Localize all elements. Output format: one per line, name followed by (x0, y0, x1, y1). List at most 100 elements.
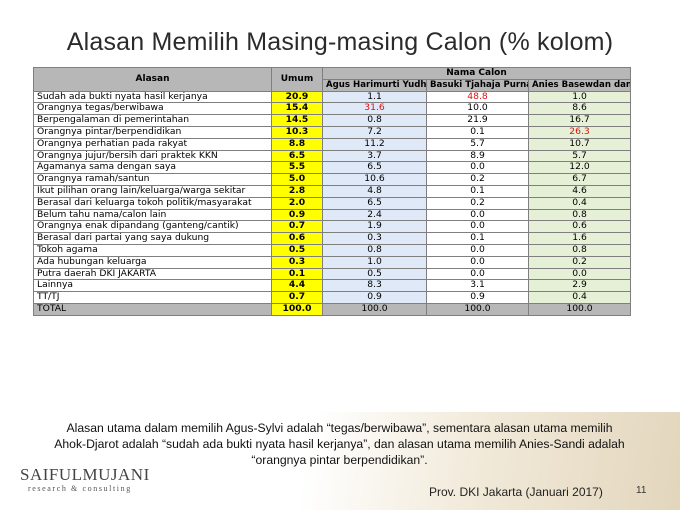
row-umum-value: 14.5 (271, 114, 323, 127)
header-candidate-agus-sylvi: Agus Harimurti Yudhoyono dan Sylviana Mu… (322, 78, 427, 92)
row-ahok-djarot-value: 8.9 (426, 149, 529, 163)
row-umum-value: 15.4 (271, 102, 323, 116)
table-row: Agamanya sama dengan saya 5.5 6.5 0.0 12.0 (33, 161, 631, 175)
row-ahok-djarot-value: 0.0 (426, 243, 529, 257)
row-umum-value: 100.0 (271, 302, 323, 316)
row-agus-sylvi-value: 0.9 (322, 291, 427, 304)
row-ahok-djarot-value: 0.2 (426, 173, 529, 186)
row-agus-sylvi-value: 6.5 (322, 161, 427, 175)
table-body: Sudah ada bukti nyata hasil kerjanya 20.9… (33, 90, 631, 316)
page-number: 11 (636, 485, 647, 496)
page-title: Alasan Memilih Masing-masing Calon (% ko… (66, 28, 614, 56)
row-reason: Orangnya ramah/santun (33, 173, 272, 186)
row-agus-sylvi-value: 0.8 (322, 114, 427, 127)
row-umum-value: 0.6 (271, 232, 323, 245)
table-row: Berasal dari partai yang saya dukung 0.6 0… (33, 232, 631, 245)
row-ahok-djarot-value: 48.8 (426, 90, 529, 104)
row-reason: TT/TJ (33, 291, 272, 304)
table-row: Tokoh agama 0.5 0.8 0.0 0.8 (33, 243, 631, 257)
table-row: Orangnya tegas/berwibawa 15.4 31.6 10.0 8.6 (33, 102, 631, 116)
row-anies-sandi-value: 0.6 (528, 220, 631, 234)
row-ahok-djarot-value: 3.1 (426, 279, 529, 293)
table-row: Orangnya perhatian pada rakyat 8.8 11.2 5.7… (33, 137, 631, 151)
row-agus-sylvi-value: 100.0 (322, 302, 427, 316)
table-row: Belum tahu nama/calon lain 0.9 2.4 0.0 0.8 (33, 208, 631, 222)
row-agus-sylvi-value: 6.5 (322, 196, 427, 210)
row-ahok-djarot-value: 0.1 (426, 232, 529, 245)
row-umum-value: 10.3 (271, 125, 323, 139)
table-row: Sudah ada bukti nyata hasil kerjanya 20.9… (33, 90, 631, 104)
row-ahok-djarot-value: 0.0 (426, 267, 529, 281)
header-candidate-anies-sandi: Anies Basewdan dan Sandiaga Salahuddin U… (528, 78, 631, 92)
row-anies-sandi-value: 5.7 (528, 149, 631, 163)
row-anies-sandi-value: 100.0 (528, 302, 631, 316)
row-agus-sylvi-value: 3.7 (322, 149, 427, 163)
row-ahok-djarot-value: 21.9 (426, 114, 529, 127)
header-nama-calon: Nama Calon (322, 67, 631, 80)
table-row: Orangnya ramah/santun 5.0 10.6 0.2 6.7 (33, 173, 631, 186)
row-agus-sylvi-value: 10.6 (322, 173, 427, 186)
row-reason: Agamanya sama dengan saya (33, 161, 272, 175)
row-reason: Orangnya jujur/bersih dari praktek KKN (33, 149, 272, 163)
table-row: Putra daerah DKI JAKARTA 0.1 0.5 0.0 0.0 (33, 267, 631, 281)
row-umum-value: 20.9 (271, 90, 323, 104)
table-row: Lainnya 4.4 8.3 3.1 2.9 (33, 279, 631, 293)
row-ahok-djarot-value: 0.0 (426, 208, 529, 222)
table-row: Orangnya jujur/bersih dari praktek KKN 6.… (33, 149, 631, 163)
row-agus-sylvi-value: 11.2 (322, 137, 427, 151)
row-anies-sandi-value: 1.6 (528, 232, 631, 245)
row-reason: Orangnya pintar/berpendidikan (33, 125, 272, 139)
reasons-table: Alasan Umum Nama Calon Agus Harimurti Yu… (33, 67, 631, 316)
table-row: Berasal dari keluarga tokoh politik/masy… (33, 196, 631, 210)
table-total-row: TOTAL 100.0 100.0 100.0 100.0 (33, 302, 631, 316)
row-anies-sandi-value: 26.3 (528, 125, 631, 139)
row-umum-value: 8.8 (271, 137, 323, 151)
row-reason: Lainnya (33, 279, 272, 293)
row-reason: Berasal dari partai yang saya dukung (33, 232, 272, 245)
row-ahok-djarot-value: 10.0 (426, 102, 529, 116)
row-ahok-djarot-value: 0.0 (426, 161, 529, 175)
header-alasan: Alasan (33, 67, 272, 92)
row-umum-value: 5.0 (271, 173, 323, 186)
row-reason: Orangnya enak dipandang (ganteng/cantik) (33, 220, 272, 234)
row-agus-sylvi-value: 7.2 (322, 125, 427, 139)
row-reason: Berasal dari keluarga tokoh politik/masy… (33, 196, 272, 210)
row-anies-sandi-value: 1.0 (528, 90, 631, 104)
row-reason: Orangnya perhatian pada rakyat (33, 137, 272, 151)
row-reason: Ikut pilihan orang lain/keluarga/warga s… (33, 184, 272, 198)
row-reason: Orangnya tegas/berwibawa (33, 102, 272, 116)
row-ahok-djarot-value: 5.7 (426, 137, 529, 151)
logo: SAIFULMUJANI (20, 465, 150, 484)
row-ahok-djarot-value: 0.0 (426, 255, 529, 269)
row-agus-sylvi-value: 2.4 (322, 208, 427, 222)
row-reason: Ada hubungan keluarga (33, 255, 272, 269)
row-umum-value: 5.5 (271, 161, 323, 175)
row-ahok-djarot-value: 0.0 (426, 220, 529, 234)
row-umum-value: 0.1 (271, 267, 323, 281)
footer-source: Prov. DKI Jakarta (Januari 2017) (429, 485, 603, 499)
row-ahok-djarot-value: 100.0 (426, 302, 529, 316)
row-agus-sylvi-value: 0.3 (322, 232, 427, 245)
table-subheader-row: Agus Harimurti Yudhoyono dan Sylviana Mu… (34, 78, 631, 92)
row-ahok-djarot-value: 0.2 (426, 196, 529, 210)
row-reason: Belum tahu nama/calon lain (33, 208, 272, 222)
row-anies-sandi-value: 16.7 (528, 114, 631, 127)
row-reason: Sudah ada bukti nyata hasil kerjanya (33, 90, 272, 104)
table-row: Ikut pilihan orang lain/keluarga/warga s… (33, 184, 631, 198)
table-row: Ada hubungan keluarga 0.3 1.0 0.0 0.2 (33, 255, 631, 269)
table-row: Orangnya pintar/berpendidikan 10.3 7.2 0.1 2… (33, 125, 631, 139)
row-umum-value: 2.0 (271, 196, 323, 210)
row-anies-sandi-value: 0.4 (528, 291, 631, 304)
row-ahok-djarot-value: 0.9 (426, 291, 529, 304)
row-anies-sandi-value: 12.0 (528, 161, 631, 175)
row-ahok-djarot-value: 0.1 (426, 184, 529, 198)
row-agus-sylvi-value: 1.1 (322, 90, 427, 104)
row-anies-sandi-value: 6.7 (528, 173, 631, 186)
row-anies-sandi-value: 2.9 (528, 279, 631, 293)
row-agus-sylvi-value: 0.5 (322, 267, 427, 281)
table-row: Berpengalaman di pemerintahan 14.5 0.8 21.9… (33, 114, 631, 127)
row-umum-value: 0.7 (271, 291, 323, 304)
header-candidate-ahok-djarot: Basuki Tjahaja Purnama (Ahok) dan Djarot… (426, 78, 529, 92)
row-anies-sandi-value: 0.0 (528, 267, 631, 281)
row-anies-sandi-value: 10.7 (528, 137, 631, 151)
